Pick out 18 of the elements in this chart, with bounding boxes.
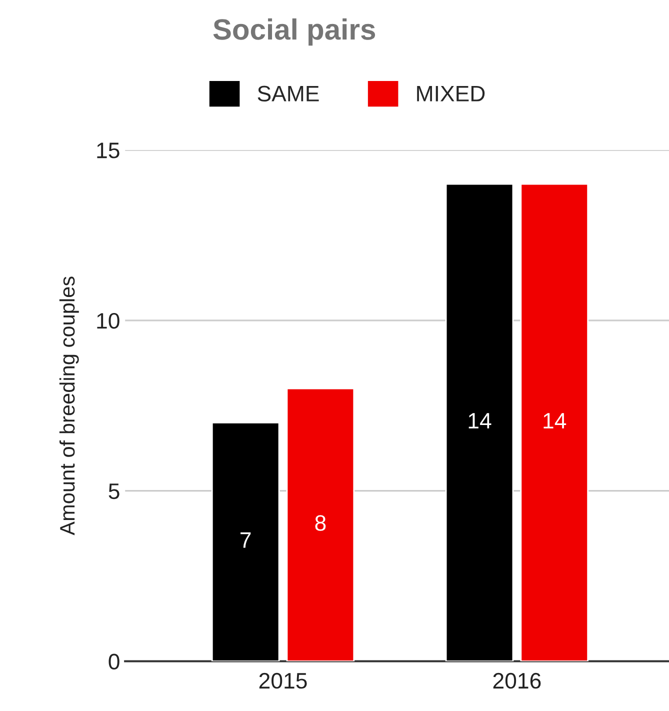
chart-title: Social pairs bbox=[213, 18, 376, 46]
data-label: 8 bbox=[315, 515, 326, 531]
x-tick-label: 2016 bbox=[493, 672, 541, 689]
y-axis-title: Amount of breeding couples bbox=[59, 276, 79, 536]
data-label: 14 bbox=[468, 413, 492, 428]
y-tick-label: 10 bbox=[97, 312, 120, 329]
data-label: 14 bbox=[544, 413, 566, 428]
x-tick-label: 2015 bbox=[259, 672, 307, 689]
bar bbox=[286, 388, 355, 662]
y-tick-label: 5 bbox=[108, 484, 120, 500]
legend-label: SAME bbox=[258, 86, 319, 102]
bar bbox=[520, 183, 589, 662]
y-tick-label: 0 bbox=[108, 654, 120, 670]
y-tick-label: 15 bbox=[97, 142, 120, 158]
bar bbox=[445, 183, 514, 662]
legend-label: MIXED bbox=[417, 86, 485, 102]
bar bbox=[211, 422, 280, 662]
data-label: 7 bbox=[240, 532, 251, 548]
